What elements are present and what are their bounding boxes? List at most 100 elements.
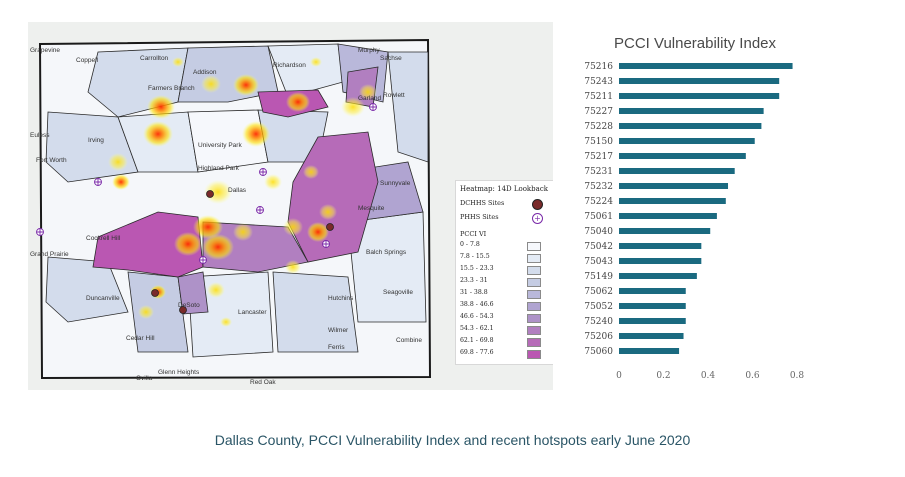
map-legend: Heatmap: 14D Lookback DCHHS Sites PHHS S…	[455, 180, 553, 365]
place-label: Sunnyvale	[380, 180, 411, 187]
place-label: Cedar Hill	[126, 335, 155, 342]
bar	[619, 243, 702, 249]
place-label: Mesquite	[358, 205, 385, 212]
category-label: 75062	[584, 287, 613, 297]
x-tick-label: 0.8	[790, 371, 805, 381]
place-label: Murphy	[358, 47, 380, 54]
category-labels: 75216 75243 75211 75227 75228 75150 75217 75231…	[584, 62, 613, 357]
bar	[619, 63, 793, 69]
place-label: Ovilla	[136, 375, 153, 382]
category-label: 75206	[584, 332, 613, 342]
dchhs-sites	[151, 190, 334, 314]
legend-class-swatch	[527, 242, 541, 251]
category-label: 75150	[584, 137, 613, 147]
place-label: Balch Springs	[366, 249, 407, 256]
legend-class-swatch	[527, 350, 541, 359]
place-label: DeSoto	[178, 302, 200, 309]
legend-class-label: 54.3 - 62.1	[460, 325, 494, 332]
category-label: 75211	[584, 92, 613, 102]
place-label: Dallas	[228, 187, 247, 194]
category-label: 75231	[584, 167, 613, 177]
category-label: 75052	[584, 302, 613, 312]
bar	[619, 108, 764, 114]
legend-class-label: 7.8 - 15.5	[460, 253, 490, 260]
x-axis-ticks: 0 0.2 0.4 0.6 0.8	[616, 371, 804, 381]
bar	[619, 288, 686, 294]
category-label: 75243	[584, 77, 613, 87]
place-label: Rowlett	[383, 92, 405, 99]
heatmap-hotspots	[108, 57, 377, 327]
bar	[619, 228, 711, 234]
legend-class-swatch	[527, 326, 541, 335]
place-label: Highland Park	[198, 165, 240, 172]
place-label: Sachse	[380, 55, 402, 62]
place-label: University Park	[198, 142, 242, 149]
place-label: Lancaster	[238, 309, 267, 316]
bar	[619, 333, 684, 339]
bar	[619, 183, 729, 189]
legend-class-label: 31 - 38.8	[460, 289, 488, 296]
place-label: Richardson	[273, 62, 306, 69]
place-label: Garland	[358, 95, 382, 102]
category-label: 75216	[584, 62, 613, 72]
bar	[619, 153, 746, 159]
category-label: 75042	[584, 242, 613, 252]
chart-title: PCCI Vulnerability Index	[614, 35, 777, 52]
phhs-site-icon: +	[532, 213, 543, 224]
place-label: Coppell	[76, 57, 99, 64]
place-label: Fort Worth	[36, 157, 67, 164]
place-label: Seagoville	[383, 289, 413, 296]
place-label: Hutchins	[328, 295, 354, 302]
place-label: Farmers Branch	[148, 85, 195, 92]
vulnerability-bar-chart: PCCI Vulnerability Index 75216 75243 75211…	[584, 35, 804, 381]
figure-caption: Dallas County, PCCI Vulnerability Index …	[214, 432, 691, 448]
category-label: 75240	[584, 317, 613, 327]
category-label: 75232	[584, 182, 613, 192]
category-label: 75224	[584, 197, 613, 207]
place-label: Carrollton	[140, 55, 169, 62]
phhs-sites	[36, 103, 377, 264]
place-label: Ferris	[328, 344, 345, 351]
bar	[619, 348, 680, 354]
bar	[619, 168, 735, 174]
dallas-county-map: Grapevine Coppell Carrollton Addison Richard…	[28, 22, 553, 390]
bar	[619, 78, 780, 84]
bar	[619, 318, 686, 324]
place-label: Combine	[396, 337, 422, 344]
legend-class-label: 15.5 - 23.3	[460, 265, 494, 272]
bar	[619, 273, 697, 279]
legend-class-swatch	[527, 290, 541, 299]
category-label: 75060	[584, 347, 613, 357]
bar	[619, 303, 686, 309]
legend-vi-title: PCCI VI	[460, 230, 487, 238]
x-tick-label: 0.4	[701, 371, 716, 381]
place-label: Addison	[193, 69, 217, 76]
category-label: 75228	[584, 122, 613, 132]
place-label: Cockrell Hill	[86, 235, 121, 242]
legend-class-swatch	[527, 338, 541, 347]
legend-class-label: 69.8 - 77.6	[460, 349, 494, 356]
legend-title: Heatmap: 14D Lookback	[460, 185, 548, 193]
category-label: 75061	[584, 212, 613, 222]
bar	[619, 138, 755, 144]
place-label: Irving	[88, 137, 104, 144]
legend-class-swatch	[527, 278, 541, 287]
bar	[619, 198, 726, 204]
legend-class-swatch	[527, 302, 541, 311]
legend-class-label: 0 - 7.8	[460, 241, 480, 248]
bar	[619, 93, 780, 99]
place-label: Glenn Heights	[158, 369, 200, 376]
legend-class-label: 46.6 - 54.3	[460, 313, 494, 320]
x-tick-label: 0	[616, 371, 622, 381]
bar	[619, 258, 702, 264]
category-label: 75040	[584, 227, 613, 237]
place-label: Wilmer	[328, 327, 349, 334]
category-label: 75149	[584, 272, 613, 282]
legend-class-swatch	[527, 314, 541, 323]
legend-class-label: 62.1 - 69.8	[460, 337, 494, 344]
legend-class-swatch	[527, 254, 541, 263]
place-label: Red Oak	[250, 379, 276, 386]
category-label: 75217	[584, 152, 613, 162]
legend-phhs-label: PHHS Sites	[460, 213, 499, 221]
bar	[619, 123, 762, 129]
